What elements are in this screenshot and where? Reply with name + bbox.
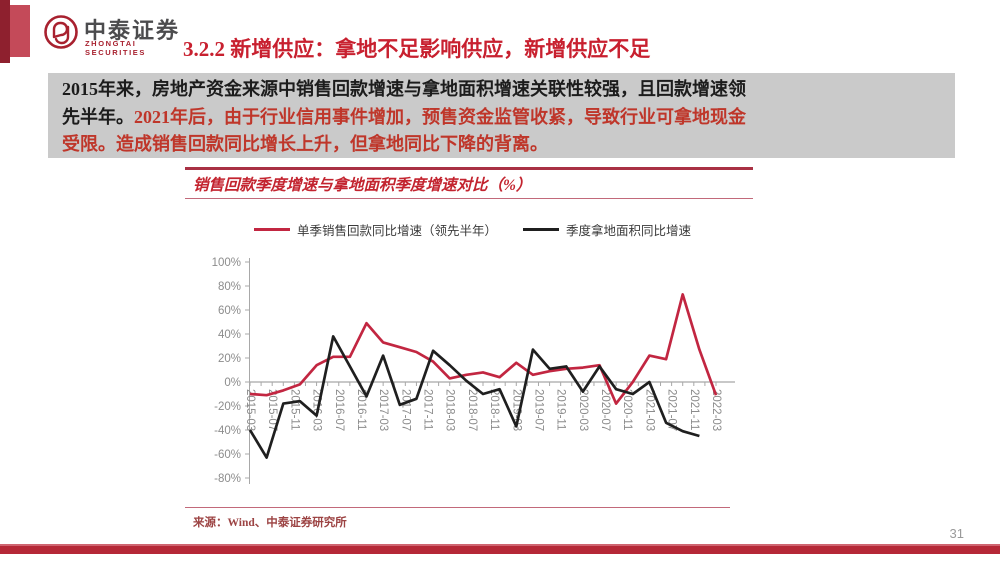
legend-label: 单季销售回款同比增速（领先半年） <box>296 224 497 238</box>
chart-card-title-rule <box>185 198 753 199</box>
legend-label: 季度拿地面积同比增速 <box>566 224 692 238</box>
series-line-sales-receipts <box>249 293 718 405</box>
chart-card-top-rule <box>185 167 753 170</box>
summary-text-black: 2015年来，房地产资金来源中销售回款增速与拿地面积增速关联性较强，且回款增速领 <box>62 79 746 99</box>
x-axis-label: 2018-07 <box>466 389 478 431</box>
logo-text-cn: 中泰证券 <box>84 18 181 43</box>
y-axis-label: 100% <box>212 257 241 269</box>
footer-red-bar <box>0 544 1000 554</box>
y-axis-label: 80% <box>218 281 241 293</box>
series-line-land-acquisition <box>248 335 700 459</box>
line-chart: 100% 80% 60% 40% 20% 0% -20% -40% -60% -80% 2015-0… <box>212 257 735 485</box>
source-note: 来源：Wind、中泰证券研究所 <box>193 517 347 529</box>
left-accent-bar-dark <box>0 0 10 63</box>
summary-line: 受限。造成销售回款同比增长上升，但拿地同比下降的背离。 <box>48 131 955 159</box>
x-axis-label: 2015-03 <box>244 389 256 431</box>
x-axis-label: 2021-07 <box>666 389 678 431</box>
zhongtai-logo-icon <box>44 15 78 49</box>
x-axis-label: 2015-11 <box>288 389 300 430</box>
x-axis-label: 2019-11 <box>555 389 567 430</box>
summary-line: 2015年来，房地产资金来源中销售回款增速与拿地面积增速关联性较强，且回款增速领 <box>48 73 955 104</box>
y-axis-label: -60% <box>214 449 241 461</box>
chart-title: 销售回款季度增速与拿地面积季度增速对比（%） <box>193 177 532 194</box>
y-axis-label: -80% <box>214 473 241 485</box>
logo-text-en: ZHONGTAI SECURITIES <box>85 39 147 57</box>
y-axis-label: 60% <box>218 305 241 317</box>
x-axis-label: 2016-07 <box>333 389 345 431</box>
x-axis-label: 2020-11 <box>621 389 633 430</box>
x-axis-label: 2022-03 <box>710 389 722 431</box>
summary-line: 先半年。2021年后，由于行业信用事件增加，预售资金监管收紧，导致行业可拿地现金 <box>48 104 955 132</box>
page-number: 31 <box>949 526 964 541</box>
company-logo: 中泰证券 ZHONGTAI SECURITIES <box>42 12 192 57</box>
chart-card-bottom-rule <box>185 507 730 508</box>
x-axis-label: 2016-11 <box>355 389 367 430</box>
legend-line-swatch-red <box>253 228 290 231</box>
x-axis-label: 2015-07 <box>266 389 278 431</box>
y-axis-label: 40% <box>218 329 241 341</box>
page-title: 3.2.2 新增供应：拿地不足影响供应，新增供应不足 <box>183 37 651 61</box>
legend-line-swatch-black <box>523 228 559 231</box>
x-axis-label: 2017-03 <box>377 389 389 431</box>
y-axis-label: 20% <box>218 353 241 365</box>
x-axis-label: 2018-11 <box>488 389 500 430</box>
x-axis-label: 2019-07 <box>532 389 544 431</box>
x-axis-label: 2020-03 <box>577 389 589 431</box>
summary-text-black: 先半年。 <box>62 106 134 127</box>
x-axis-label: 2017-07 <box>399 389 411 431</box>
x-axis-label: 2021-11 <box>688 389 700 430</box>
legend-item-land: 季度拿地面积同比增速 <box>523 220 691 239</box>
y-axis-label: -40% <box>214 425 241 437</box>
y-axis-label: -20% <box>214 401 241 413</box>
y-axis-label: 0% <box>224 377 241 389</box>
x-axis-label: 2021-03 <box>643 389 655 431</box>
chart-legend: 单季销售回款同比增速（领先半年） 季度拿地面积同比增速 <box>190 220 755 239</box>
summary-text-red: 受限。造成销售回款同比增长上升，但拿地同比下降的背离。 <box>62 134 548 154</box>
x-axis-label: 2018-03 <box>444 389 456 431</box>
left-accent-bar-light <box>10 5 30 57</box>
summary-box: 2015年来，房地产资金来源中销售回款增速与拿地面积增速关联性较强，且回款增速领… <box>48 73 955 158</box>
x-axis-label: 2017-11 <box>422 389 434 430</box>
x-axis-label: 2020-07 <box>599 389 611 431</box>
legend-item-sales: 单季销售回款同比增速（领先半年） <box>253 220 497 239</box>
summary-text-red: 2021年后，由于行业信用事件增加，预售资金监管收紧，导致行业可拿地现金 <box>134 106 746 127</box>
